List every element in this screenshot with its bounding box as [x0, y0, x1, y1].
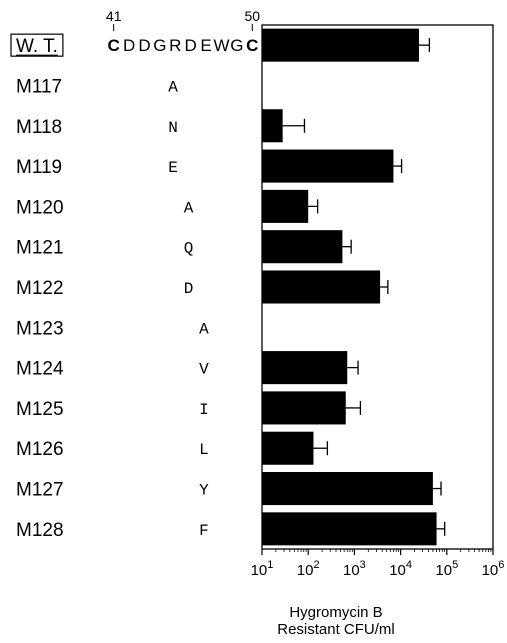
bar: [262, 28, 419, 62]
sequence-cysteine: C: [108, 36, 120, 55]
x-tick-label: 104: [389, 559, 412, 579]
bar: [262, 230, 343, 264]
substitution-letter: Q: [184, 240, 194, 258]
sequence-header: C D D G R D E W G C41 50: [106, 8, 260, 55]
x-axis: 101 102 103 104 105 106: [251, 549, 505, 579]
x-tick-label: 103: [343, 559, 366, 579]
row-label: M126: [16, 439, 64, 460]
sequence-cysteine: C: [246, 36, 258, 55]
substitution-letter: N: [168, 119, 178, 137]
substitution-letter: E: [168, 159, 178, 177]
substitution-letter: I: [199, 401, 209, 419]
row-label: W. T.: [16, 36, 58, 57]
sequence-residue: R: [169, 36, 181, 55]
row-label: M117: [16, 76, 62, 97]
substitution-letter: F: [199, 522, 209, 540]
row-label: M118: [16, 117, 62, 138]
sequence-residue: E: [200, 36, 211, 55]
sequence-residue: G: [230, 36, 243, 55]
bar: [262, 109, 283, 143]
sequence-residue: D: [138, 36, 150, 55]
sequence-residue: D: [123, 36, 135, 55]
row-label: M122: [16, 278, 64, 299]
substitution-letter: A: [168, 78, 178, 96]
sequence-residue: G: [153, 36, 166, 55]
row-labels: W. T. M117 M118 M119 M120 M121 M122 M123 M124 M12…: [10, 33, 64, 541]
substitution-letters: A N E A Q D A V I L Y F: [168, 78, 209, 539]
x-axis-label-line-1: Hygromycin B: [289, 604, 382, 621]
bars: [262, 28, 446, 546]
x-axis-label-line-2: Resistant CFU/ml: [277, 621, 395, 638]
bar: [262, 431, 314, 465]
row-label: M121: [16, 238, 64, 259]
sequence-residue: W: [213, 36, 229, 55]
bar: [262, 270, 381, 304]
x-tick-label: 102: [297, 559, 320, 579]
x-tick-label: 101: [251, 559, 274, 579]
bar: [262, 149, 394, 183]
row-label: M127: [16, 480, 64, 501]
substitution-letter: A: [184, 199, 194, 217]
row-label: M120: [16, 197, 64, 218]
x-tick-label: 105: [435, 559, 458, 579]
bar: [262, 472, 433, 506]
substitution-letter: Y: [199, 482, 209, 500]
row-label: M124: [16, 359, 64, 380]
substitution-letter: D: [184, 280, 194, 298]
row-label: M128: [16, 520, 64, 541]
bar: [262, 391, 346, 425]
row-label: M119: [16, 157, 62, 178]
x-tick-label: 106: [482, 559, 505, 579]
bar: [262, 351, 348, 385]
sequence-residue: D: [185, 36, 197, 55]
row-label: M125: [16, 399, 64, 420]
bar: [262, 512, 437, 546]
row-label: M123: [16, 318, 64, 339]
sequence-end-position: 50: [245, 8, 261, 24]
substitution-letter: V: [199, 361, 209, 379]
sequence-start-position: 41: [106, 8, 122, 24]
substitution-letter: L: [199, 441, 209, 459]
wild-type-box: [10, 33, 64, 57]
substitution-letter: A: [199, 320, 209, 338]
bar: [262, 189, 309, 223]
